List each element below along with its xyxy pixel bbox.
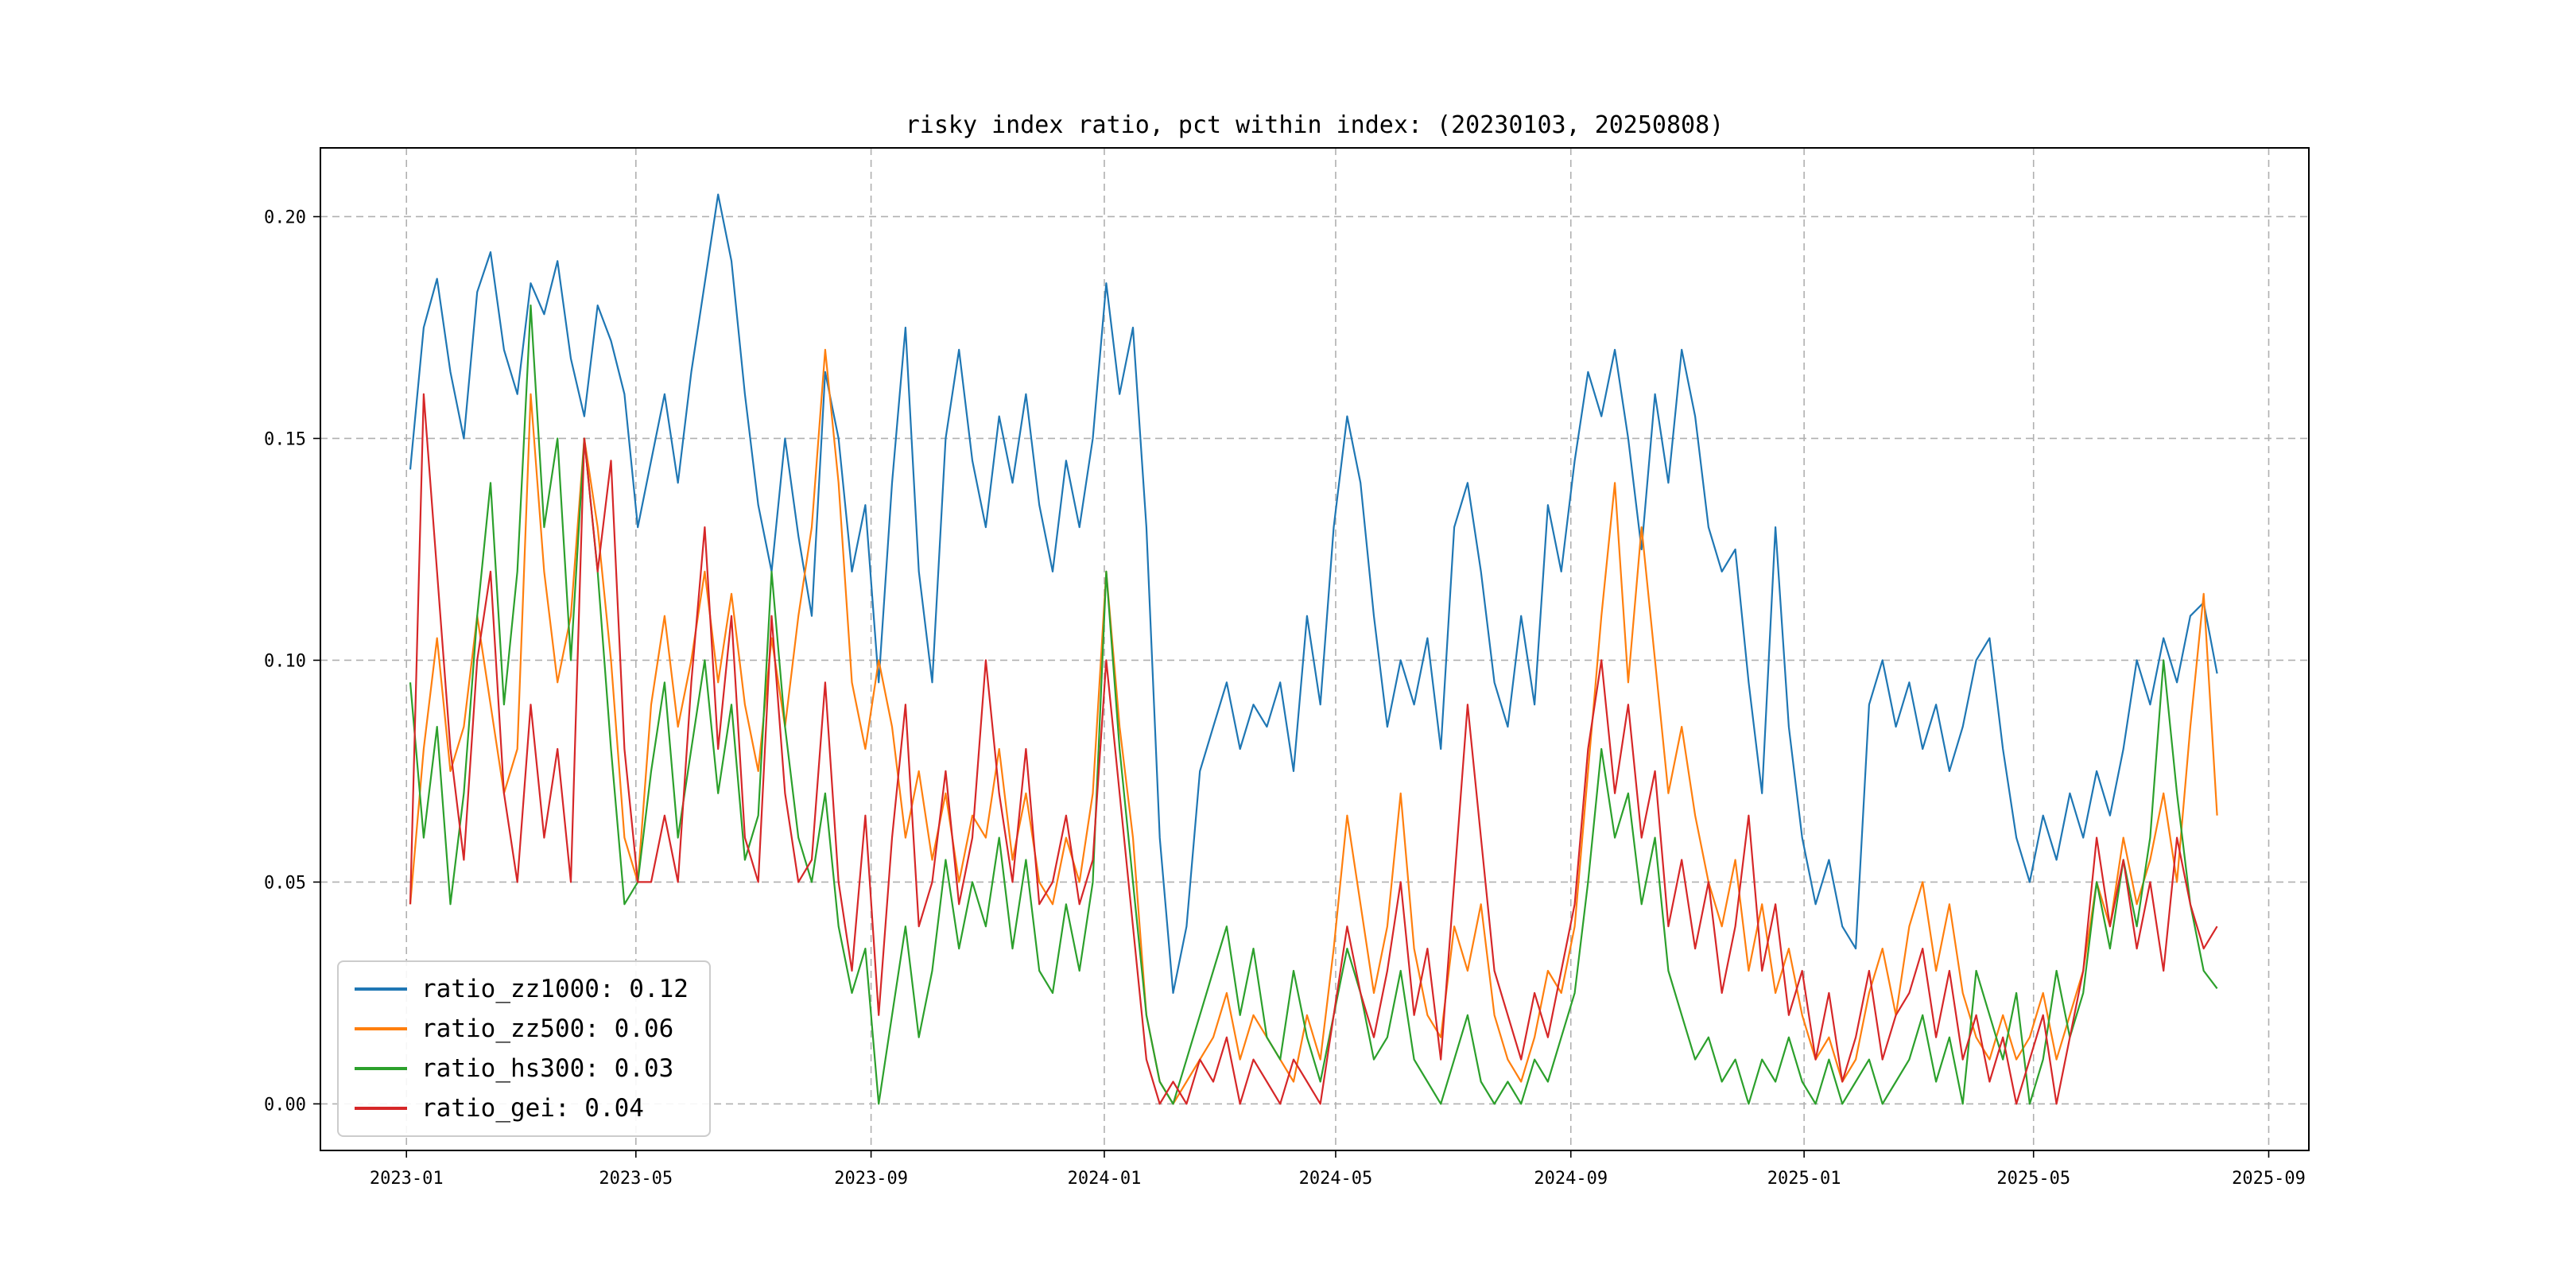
x-tick-label: 2025-01 [1767, 1169, 1841, 1189]
legend-label: ratio_zz1000: 0.12 [421, 975, 689, 1003]
y-tick-label: 0.05 [264, 873, 306, 893]
y-tick-label: 0.10 [264, 651, 306, 671]
y-tick-label: 0.20 [264, 208, 306, 227]
series-line-ratio_hs300 [409, 305, 2218, 1105]
legend-label: ratio_gei: 0.04 [421, 1094, 644, 1123]
legend-label: ratio_zz500: 0.06 [421, 1014, 674, 1043]
legend-line-sample [355, 987, 407, 991]
x-tick-label: 2023-09 [834, 1169, 908, 1189]
series-line-ratio_gei [409, 393, 2218, 1105]
x-tick-label: 2024-09 [1534, 1169, 1608, 1189]
y-tick-label: 0.00 [264, 1095, 306, 1115]
legend-line-sample [355, 1027, 407, 1030]
legend-item-ratio_hs300: ratio_hs300: 0.03 [355, 1054, 689, 1083]
legend-item-ratio_gei: ratio_gei: 0.04 [355, 1094, 689, 1123]
x-tick-label: 2023-01 [370, 1169, 444, 1189]
legend-item-ratio_zz1000: ratio_zz1000: 0.12 [355, 975, 689, 1003]
series-line-ratio_zz1000 [409, 193, 2218, 995]
legend-item-ratio_zz500: ratio_zz500: 0.06 [355, 1014, 689, 1043]
x-tick-label: 2025-05 [1996, 1169, 2070, 1189]
legend-line-sample [355, 1067, 407, 1070]
legend-label: ratio_hs300: 0.03 [421, 1054, 674, 1083]
x-tick-label: 2024-01 [1068, 1169, 1142, 1189]
chart-title: risky index ratio, pct within index: (20… [905, 111, 1724, 139]
legend: ratio_zz1000: 0.12 ratio_zz500: 0.06 ratio… [337, 960, 711, 1137]
x-tick-label: 2025-09 [2232, 1169, 2306, 1189]
x-tick-label: 2024-05 [1299, 1169, 1373, 1189]
plot-border [320, 147, 2310, 1151]
y-tick-label: 0.15 [264, 429, 306, 449]
x-tick-label: 2023-05 [599, 1169, 673, 1189]
legend-line-sample [355, 1107, 407, 1110]
